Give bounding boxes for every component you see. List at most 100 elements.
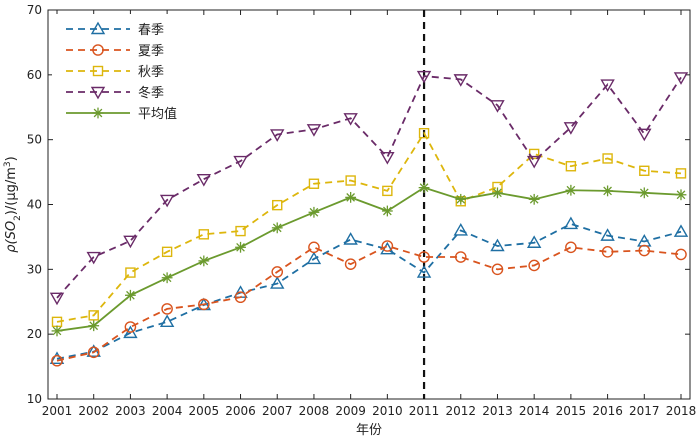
x-tick-label: 2018 xyxy=(666,404,697,418)
data-point xyxy=(49,292,65,306)
data-point xyxy=(308,178,320,189)
data-point xyxy=(490,100,505,113)
data-point xyxy=(381,205,393,217)
data-point xyxy=(306,251,322,265)
data-point xyxy=(92,65,104,77)
data-point xyxy=(125,267,136,278)
data-point xyxy=(271,266,284,278)
data-point xyxy=(235,225,246,237)
data-point xyxy=(159,314,175,328)
data-point xyxy=(455,193,467,205)
legend-label: 平均值 xyxy=(138,106,177,122)
series-2 xyxy=(51,240,687,367)
data-point xyxy=(565,184,577,196)
data-point xyxy=(161,303,173,315)
data-point xyxy=(453,223,468,236)
data-point xyxy=(51,325,63,337)
series-5 xyxy=(51,182,687,337)
series-group xyxy=(49,70,689,367)
data-point xyxy=(90,21,106,35)
data-point xyxy=(418,127,430,139)
data-point xyxy=(90,86,106,100)
data-point xyxy=(454,251,467,263)
data-point xyxy=(159,194,175,208)
data-point xyxy=(418,251,430,263)
x-tick-label: 2009 xyxy=(335,404,366,418)
data-point xyxy=(196,174,212,187)
y-tick-label: 20 xyxy=(27,327,42,341)
x-tick-label: 2012 xyxy=(445,404,476,418)
data-point xyxy=(125,289,136,301)
x-tick-label: 2003 xyxy=(115,404,146,418)
series-4 xyxy=(49,70,689,306)
data-point xyxy=(381,240,394,252)
legend-label: 秋季 xyxy=(138,65,164,80)
data-point xyxy=(528,259,540,272)
data-point xyxy=(673,72,689,85)
y-tick-label: 70 xyxy=(27,3,42,17)
y-tick-label: 30 xyxy=(27,262,42,276)
data-point xyxy=(416,265,432,278)
data-point xyxy=(526,155,542,169)
data-point xyxy=(380,151,395,165)
data-point xyxy=(123,325,138,339)
data-point xyxy=(639,165,650,176)
data-point xyxy=(86,251,101,265)
data-point xyxy=(675,168,687,179)
data-point xyxy=(600,228,615,241)
data-point xyxy=(380,241,395,255)
data-point xyxy=(382,185,393,197)
data-point xyxy=(92,107,104,119)
data-point xyxy=(602,185,613,197)
data-point xyxy=(92,44,104,56)
data-point xyxy=(565,161,577,172)
data-point xyxy=(233,155,248,169)
x-tick-label: 2011 xyxy=(409,404,440,418)
series-line xyxy=(56,245,682,362)
data-point xyxy=(526,235,542,248)
x-tick-label: 2006 xyxy=(225,404,256,418)
data-point xyxy=(198,255,210,267)
data-point xyxy=(235,241,246,253)
y-tick-label: 60 xyxy=(27,68,42,82)
data-point xyxy=(343,113,358,126)
data-point xyxy=(123,235,138,249)
x-tick-label: 2015 xyxy=(556,404,587,418)
data-point xyxy=(271,222,283,234)
data-point xyxy=(673,224,689,237)
data-point xyxy=(416,70,432,84)
data-point xyxy=(88,310,99,321)
data-point xyxy=(308,206,320,218)
data-point xyxy=(453,74,468,87)
data-point xyxy=(344,258,357,270)
data-point xyxy=(418,182,430,194)
data-point xyxy=(161,246,173,258)
data-point xyxy=(345,175,356,186)
data-point xyxy=(124,321,137,333)
data-point xyxy=(600,79,615,92)
x-tick-label: 2005 xyxy=(189,404,220,418)
data-point xyxy=(565,241,577,254)
data-point xyxy=(675,248,687,261)
y-tick-label: 50 xyxy=(27,133,42,147)
series-3 xyxy=(51,127,687,328)
x-tick-label: 2017 xyxy=(629,404,660,418)
data-point xyxy=(87,346,100,359)
data-point xyxy=(308,241,320,254)
x-tick-label: 2007 xyxy=(262,404,293,418)
data-point xyxy=(601,246,614,258)
legend-label: 冬季 xyxy=(138,85,164,101)
y-tick-label: 40 xyxy=(27,198,42,212)
data-point xyxy=(563,216,579,230)
x-tick-label: 2002 xyxy=(78,404,109,418)
data-point xyxy=(198,298,210,311)
y-tick-label: 10 xyxy=(27,392,42,406)
data-point xyxy=(51,354,63,367)
data-point xyxy=(306,124,322,137)
data-point xyxy=(491,263,504,276)
legend-label: 夏季 xyxy=(138,44,164,59)
data-point xyxy=(270,276,285,289)
axes-group: 10 20 30 40 50 60 70 2001 2002 2003 2004 2005 2006 20… xyxy=(27,3,697,418)
